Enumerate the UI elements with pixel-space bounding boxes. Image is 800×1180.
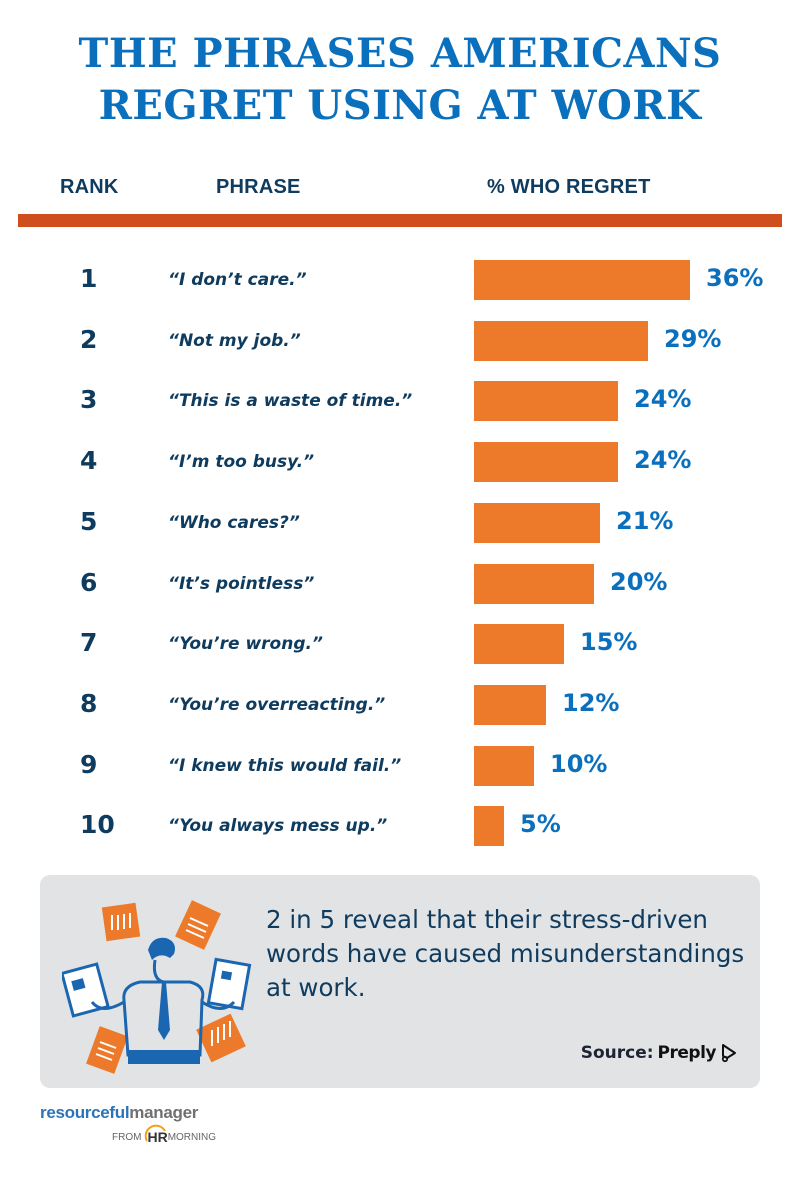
percent-label: 29% bbox=[664, 324, 722, 353]
phrase-text: “This is a waste of time.” bbox=[168, 391, 413, 412]
percent-label: 20% bbox=[610, 567, 668, 596]
column-header-percent: % WHO REGRET bbox=[487, 176, 651, 198]
percent-label: 15% bbox=[580, 628, 638, 657]
ranking-row: 1 “I don’t care.” 36% bbox=[0, 260, 800, 302]
phrase-text: “You always mess up.” bbox=[168, 816, 388, 837]
callout-panel: 2 in 5 reveal that their stress-driven w… bbox=[40, 875, 760, 1088]
percent-label: 36% bbox=[706, 264, 764, 292]
callout-statistic: 2 in 5 reveal that their stress-driven w… bbox=[266, 905, 745, 1002]
ranking-row: 6 “It’s pointless” 20% bbox=[0, 563, 800, 606]
rank-number: 1 bbox=[80, 264, 98, 293]
phrase-text: “I’m too busy.” bbox=[168, 452, 315, 473]
ranking-row: 8 “You’re overreacting.” 12% bbox=[0, 684, 800, 727]
percent-label: 21% bbox=[616, 506, 674, 535]
rank-number: 10 bbox=[80, 810, 115, 840]
logo-morning: MORNING bbox=[167, 1131, 217, 1143]
column-header-rank: RANK bbox=[60, 176, 119, 198]
phrase-text: “I knew this would fail.” bbox=[168, 755, 402, 776]
phrase-text: “You’re wrong.” bbox=[168, 634, 323, 655]
percent-label: 24% bbox=[634, 446, 692, 475]
rank-number: 8 bbox=[80, 688, 98, 718]
percent-bar bbox=[474, 260, 690, 300]
percent-bar bbox=[474, 684, 546, 725]
rank-number: 5 bbox=[80, 506, 98, 536]
percent-bar bbox=[474, 806, 504, 847]
percent-bar bbox=[474, 320, 648, 361]
percent-bar bbox=[474, 624, 564, 665]
percent-label: 24% bbox=[634, 385, 692, 414]
resourceful-manager-logo: resourcefulmanager FROM HR MORNING bbox=[40, 1103, 216, 1145]
percent-label: 12% bbox=[562, 688, 620, 717]
percent-label: 10% bbox=[550, 749, 608, 778]
ranking-row: 9 “I knew this would fail.” 10% bbox=[0, 745, 800, 788]
header-divider bbox=[18, 214, 782, 227]
phrase-text: “Who cares?” bbox=[168, 512, 300, 533]
ranking-row: 5 “Who cares?” 21% bbox=[0, 502, 800, 545]
ranking-row: 3 “This is a waste of time.” 24% bbox=[0, 381, 800, 423]
title-line-2: REGRET USING AT WORK bbox=[98, 82, 702, 129]
logo-hr: HR bbox=[147, 1129, 168, 1145]
phrase-text: “It’s pointless” bbox=[168, 573, 315, 594]
logo-from: FROM bbox=[112, 1131, 142, 1143]
percent-bar bbox=[474, 502, 600, 543]
rank-number: 4 bbox=[80, 446, 98, 476]
title-line-1: THE PHRASES AMERICANS bbox=[78, 30, 722, 77]
rank-number: 6 bbox=[80, 567, 98, 597]
rank-number: 9 bbox=[80, 749, 98, 779]
phrase-text: “You’re overreacting.” bbox=[168, 694, 386, 715]
percent-label: 5% bbox=[520, 810, 561, 839]
ranking-row: 7 “You’re wrong.” 15% bbox=[0, 624, 800, 666]
ranking-row: 2 “Not my job.” 29% bbox=[0, 320, 800, 363]
column-header-phrase: PHRASE bbox=[216, 176, 301, 198]
rank-number: 7 bbox=[80, 628, 98, 658]
logo-resourceful: resourceful bbox=[40, 1103, 130, 1122]
phrase-text: “I don’t care.” bbox=[168, 270, 307, 290]
juggling-papers-illustration-icon bbox=[62, 900, 252, 1074]
percent-bar bbox=[474, 381, 618, 422]
hr-morning-sun-icon bbox=[145, 1124, 167, 1142]
ranking-row: 4 “I’m too busy.” 24% bbox=[0, 442, 800, 484]
source-label: Source: bbox=[580, 1043, 654, 1063]
logo-manager: manager bbox=[129, 1103, 199, 1122]
rank-number: 2 bbox=[80, 324, 98, 354]
infographic-title: THE PHRASES AMERICANS REGRET USING AT WO… bbox=[0, 28, 800, 132]
percent-bar bbox=[474, 745, 534, 786]
phrase-text: “Not my job.” bbox=[168, 330, 301, 351]
preply-logo-icon bbox=[721, 1044, 736, 1063]
ranking-row: 10 “You always mess up.” 5% bbox=[0, 806, 800, 848]
rank-number: 3 bbox=[80, 385, 98, 415]
source-attribution: Source: Preply bbox=[581, 1043, 738, 1063]
percent-bar bbox=[474, 442, 618, 483]
source-brand: Preply bbox=[657, 1043, 717, 1063]
percent-bar bbox=[474, 563, 594, 604]
